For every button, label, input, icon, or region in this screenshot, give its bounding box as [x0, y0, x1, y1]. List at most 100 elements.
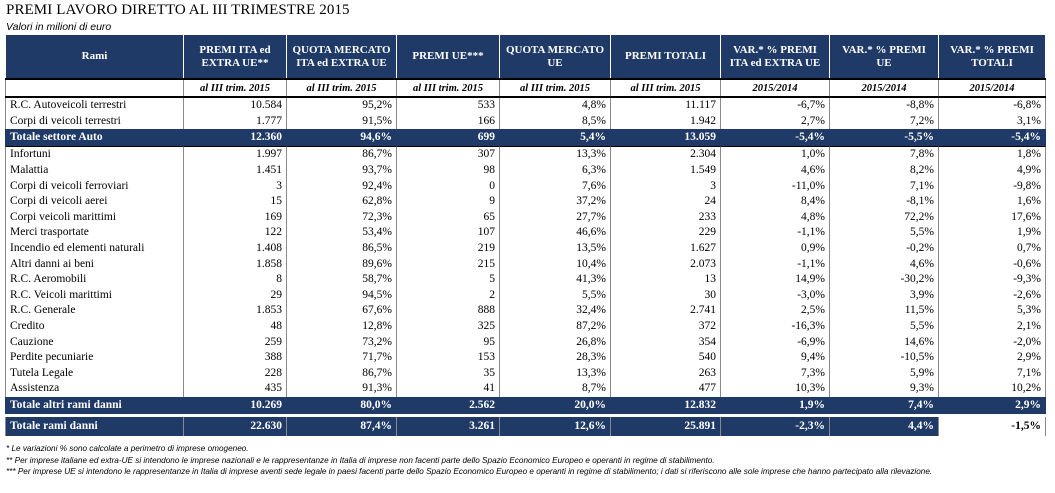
- table-row: Corpi di veicoli terrestri 1.777 91,5% 166 8…: [5, 113, 1046, 130]
- subheader-cell: al III trim. 2015: [396, 78, 500, 98]
- table-cell: 1,9%: [720, 396, 830, 416]
- table-cell: 7,1%: [938, 365, 1046, 382]
- footnote: *** Per imprese UE si intendono le rappr…: [6, 467, 933, 476]
- table-cell: 3: [183, 178, 287, 194]
- table-cell: 7,1%: [829, 178, 939, 194]
- table-cell: 58,7%: [286, 271, 397, 288]
- table-cell: -3,0%: [720, 287, 830, 304]
- subheader-cell: 2015/2014: [720, 78, 830, 98]
- table-cell: 1.858: [183, 256, 287, 272]
- table-cell: 10.584: [183, 97, 287, 114]
- table-cell: 24: [610, 193, 721, 210]
- table-cell: 95,2%: [286, 97, 397, 114]
- table-cell: -2,6%: [938, 287, 1046, 304]
- table-cell: 13: [610, 271, 721, 288]
- row-label: Tutela Legale: [5, 365, 184, 382]
- row-label: Totale altri rami danni: [5, 396, 184, 416]
- table-cell: 94,6%: [286, 129, 397, 147]
- row-label: Corpi veicoli marittimi: [5, 209, 184, 226]
- table-cell: 8,5%: [499, 113, 611, 130]
- table-cell: 1.408: [183, 240, 287, 257]
- table-cell: 4,6%: [720, 162, 830, 179]
- table-row: Merci trasportate 122 53,4% 107 46,6% 229 -1,1…: [5, 225, 1046, 241]
- table-cell: 5,5%: [499, 287, 611, 304]
- table-cell: -30,2%: [829, 271, 939, 288]
- table-cell: 46,6%: [499, 225, 611, 241]
- col-header-premi-ita: PREMI ITA ed EXTRA UE**: [183, 34, 287, 80]
- table-cell: 8: [183, 271, 287, 288]
- page-subtitle: Valori in milioni di euro: [6, 21, 112, 33]
- table-cell: -6,7%: [720, 97, 830, 114]
- table-row: Infortuni 1.997 86,7% 307 13,3% 2.304 1,0% 7,8%…: [5, 146, 1046, 163]
- table-cell: 5,5%: [829, 225, 939, 241]
- row-label: Perdite pecuniarie: [5, 349, 184, 366]
- table-cell: 14,9%: [720, 271, 830, 288]
- col-header-quota-ita: QUOTA MERCATO ITA ed EXTRA UE: [286, 34, 397, 80]
- table-cell: 48: [183, 318, 287, 335]
- table-cell: 477: [610, 381, 721, 397]
- table-cell: 1.451: [183, 162, 287, 179]
- table-cell: 53,4%: [286, 225, 397, 241]
- footnote: ** Per imprese italiane ed extra-UE si i…: [6, 455, 715, 465]
- subheader-cell: [5, 78, 184, 98]
- subheader-cell: al III trim. 2015: [610, 78, 721, 98]
- row-label: Totale settore Auto: [5, 129, 184, 147]
- row-label: Assistenza: [5, 381, 184, 397]
- total-row-auto: Totale settore Auto 12.360 94,6% 699 5,4% 13.…: [5, 129, 1046, 147]
- table-cell: 10,2%: [938, 381, 1046, 397]
- table-cell: 4,6%: [829, 256, 939, 272]
- col-header-var-totali: VAR.* % PREMI TOTALI: [938, 34, 1046, 80]
- table-cell: 1,9%: [938, 225, 1046, 241]
- table-cell: 1,8%: [938, 146, 1046, 163]
- table-cell: 9,3%: [829, 381, 939, 397]
- table-row: Credito 48 12,8% 325 87,2% 372 -16,3% 5,5% 2,1%: [5, 318, 1046, 335]
- table-cell: 435: [183, 381, 287, 397]
- table-cell: -6,8%: [938, 97, 1046, 114]
- subheader-cell: al III trim. 2015: [499, 78, 611, 98]
- table-cell: 4,8%: [720, 209, 830, 226]
- table-cell: 92,4%: [286, 178, 397, 194]
- table-cell: -1,1%: [720, 225, 830, 241]
- subheader-cell: 2015/2014: [829, 78, 939, 98]
- table-cell: 10,3%: [720, 381, 830, 397]
- table-cell: -0,6%: [938, 256, 1046, 272]
- table-cell: 7,6%: [499, 178, 611, 194]
- table-cell: 3: [610, 178, 721, 194]
- table-cell: -8,1%: [829, 193, 939, 210]
- subheader-cell: 2015/2014: [938, 78, 1046, 98]
- col-header-quota-ue: QUOTA MERCATO UE: [499, 34, 611, 80]
- table-cell: 86,7%: [286, 365, 397, 382]
- table-cell: 35: [396, 365, 500, 382]
- table-cell: 1.997: [183, 146, 287, 163]
- table-cell: 5: [396, 271, 500, 288]
- row-label: Corpi di veicoli aerei: [5, 193, 184, 210]
- table-cell: 12,8%: [286, 318, 397, 335]
- table-cell: 0,7%: [938, 240, 1046, 257]
- table-cell: 65: [396, 209, 500, 226]
- table-cell: -6,9%: [720, 334, 830, 350]
- table-cell: 67,6%: [286, 303, 397, 319]
- table-cell: 533: [396, 97, 500, 114]
- table-cell: 13,5%: [499, 240, 611, 257]
- table-cell: 28,3%: [499, 349, 611, 366]
- row-label: Credito: [5, 318, 184, 335]
- table-cell: 1.627: [610, 240, 721, 257]
- table-cell: -10,5%: [829, 349, 939, 366]
- table-cell: 9,4%: [720, 349, 830, 366]
- row-label: Infortuni: [5, 146, 184, 163]
- table-cell: 1.942: [610, 113, 721, 130]
- table-cell: 1.777: [183, 113, 287, 130]
- table-cell: -5,5%: [829, 129, 939, 147]
- table-row: Tutela Legale 228 86,7% 35 13,3% 263 7,3% 5,9% 7…: [5, 365, 1046, 382]
- row-label: Corpi di veicoli ferroviari: [5, 178, 184, 194]
- table-cell: 1.853: [183, 303, 287, 319]
- table-cell: 72,2%: [829, 209, 939, 226]
- table-cell: 3,1%: [938, 113, 1046, 130]
- row-label: Totale rami danni: [5, 413, 184, 436]
- table-row: R.C. Generale 1.853 67,6% 888 32,4% 2.741 2,5%…: [5, 303, 1046, 319]
- table-cell: 7,8%: [829, 146, 939, 163]
- table-cell: 86,7%: [286, 146, 397, 163]
- table-cell: 86,5%: [286, 240, 397, 257]
- table-cell: 22.630: [183, 413, 287, 436]
- table-cell: 87,2%: [499, 318, 611, 335]
